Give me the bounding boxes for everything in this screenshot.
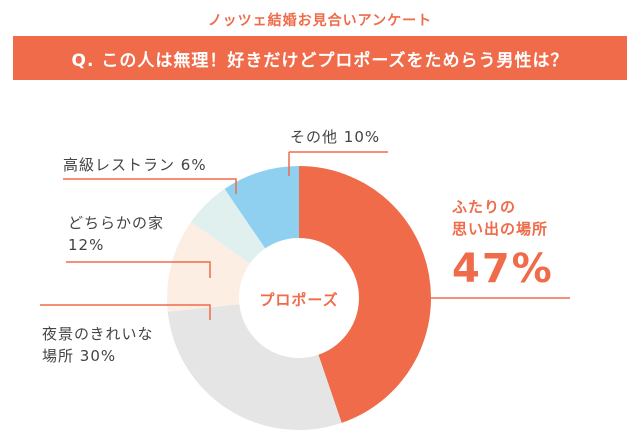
slice-label-restaurant: 高級レストラン 6% <box>63 154 207 176</box>
slice-label-night-view: 夜景のきれいな 場所 30% <box>42 323 154 367</box>
slice-label-line1: ふたりの <box>452 198 517 216</box>
survey-subtitle: ノッツェ結婚お見合いアンケート <box>207 13 433 29</box>
slice-value-memory-place: 47% <box>452 246 554 292</box>
leader-line-restaurant <box>63 178 237 194</box>
pie-slice-memory-place <box>299 166 432 423</box>
slice-label-line1: 高級レストラン <box>63 156 176 174</box>
question-banner: Q. この人は無理！好きだけどプロポーズをためらう男性は？ <box>13 36 627 80</box>
slice-label-line1: どちらかの家 <box>68 214 165 232</box>
pie-slice-home <box>167 222 250 312</box>
slice-value: 30% <box>79 347 117 365</box>
slice-label-line1: その他 <box>290 128 339 146</box>
pie-slice-night-view <box>167 304 342 431</box>
slice-label-other: その他 10% <box>290 126 380 148</box>
center-label: プロポーズ <box>259 291 339 309</box>
leader-line-night-view <box>40 304 211 320</box>
leader-line-memory-place <box>412 297 570 315</box>
slice-label-home: どちらかの家 12% <box>68 212 164 256</box>
slice-label-line2: 思い出の場所 <box>452 220 549 238</box>
slice-value: 10% <box>343 128 381 146</box>
slice-label-memory-place: ふたりの 思い出の場所 <box>452 196 548 240</box>
slice-value: 12% <box>68 236 105 254</box>
slice-value: 6% <box>180 156 207 174</box>
leader-line-home <box>66 261 211 278</box>
pie-slice-other <box>224 166 299 249</box>
slice-label-line1: 夜景のきれいな <box>42 325 154 343</box>
slice-label-line2: 場所 <box>42 347 75 365</box>
question-text: Q. この人は無理！好きだけどプロポーズをためらう男性は？ <box>71 50 569 71</box>
pie-slice-restaurant <box>191 188 266 264</box>
